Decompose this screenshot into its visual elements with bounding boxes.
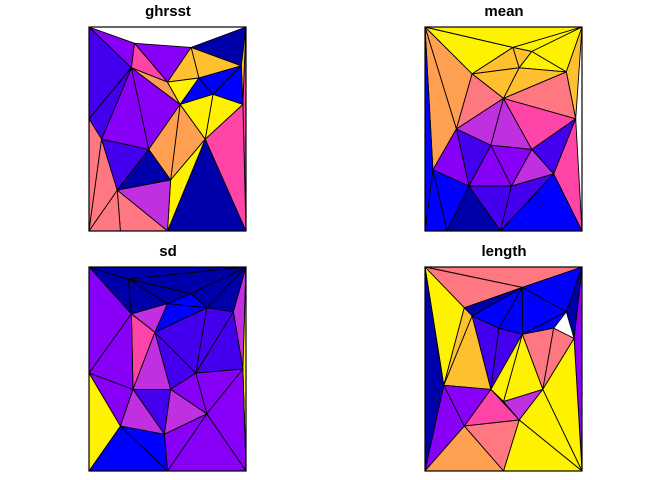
panel-title-ghrsst: ghrsst [145, 3, 191, 20]
panel-mesh-sd [88, 266, 247, 472]
map-frame-mean [424, 26, 583, 232]
panel-length: length [424, 243, 583, 472]
map-frame-length [424, 266, 583, 472]
panel-sd: sd [88, 243, 247, 472]
panel-mesh-ghrsst [88, 26, 247, 232]
panel-mesh-mean [424, 26, 583, 232]
panel-title-length: length [482, 243, 527, 260]
panel-ghrsst: ghrsst [88, 3, 247, 232]
map-frame-ghrsst [88, 26, 247, 232]
panel-title-sd: sd [159, 243, 177, 260]
panel-title-mean: mean [484, 3, 523, 20]
panel-mean: mean [424, 3, 583, 232]
map-frame-sd [88, 266, 247, 472]
panel-mesh-length [424, 266, 583, 472]
